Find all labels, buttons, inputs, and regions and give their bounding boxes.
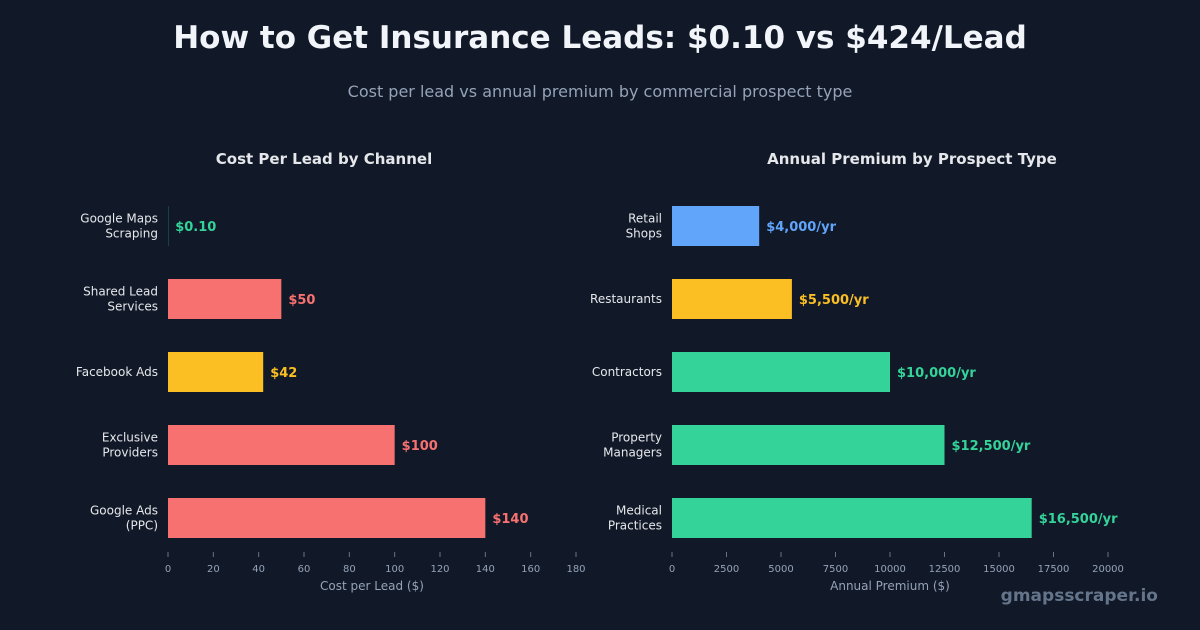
x-tick-label: 0 [669, 564, 675, 575]
page-title: How to Get Insurance Leads: $0.10 vs $42… [173, 20, 1027, 56]
x-tick-label: 7500 [823, 564, 848, 575]
data-label: $42 [270, 366, 297, 381]
data-label: $10,000/yr [897, 366, 976, 381]
data-label: $100 [402, 439, 438, 454]
category-label: Property Managers [603, 431, 662, 460]
x-tick-label: 12500 [929, 564, 961, 575]
category-label: Google Maps Scraping [80, 212, 158, 241]
annual-premium-chart: Annual Premium by Prospect Type Retail Sho… [590, 150, 1124, 593]
category-label: Shared Lead Services [83, 285, 158, 314]
category-label: Medical Practices [608, 504, 662, 533]
x-tick-label: 120 [430, 564, 449, 575]
bar [672, 206, 760, 246]
bar [168, 352, 264, 392]
data-label: $4,000/yr [766, 220, 836, 235]
page-subtitle: Cost per lead vs annual premium by comme… [347, 82, 853, 101]
x-axis-label: Annual Premium ($) [830, 579, 950, 593]
category-label: Contractors [592, 365, 662, 379]
x-tick-label: 80 [343, 564, 356, 575]
category-label: Restaurants [590, 292, 662, 306]
x-tick-label: 20 [207, 564, 220, 575]
bar [168, 425, 395, 465]
x-tick-label: 17500 [1038, 564, 1070, 575]
category-label: Facebook Ads [76, 365, 158, 379]
x-tick-label: 160 [521, 564, 540, 575]
bar [168, 279, 282, 319]
bar [168, 498, 486, 538]
category-label: Google Ads (PPC) [90, 504, 158, 533]
data-label: $50 [288, 293, 315, 308]
x-tick-label: 140 [476, 564, 495, 575]
bar [672, 352, 890, 392]
cost-per-lead-chart: Cost Per Lead by Channel Google Maps Scrap… [76, 150, 586, 593]
x-tick-label: 15000 [983, 564, 1015, 575]
data-label: $16,500/yr [1039, 512, 1118, 527]
category-label: Retail Shops [626, 212, 662, 241]
bar [672, 279, 792, 319]
x-tick-label: 5000 [768, 564, 793, 575]
x-tick-label: 100 [385, 564, 404, 575]
data-label: $5,500/yr [799, 293, 869, 308]
watermark: gmapsscraper.io [1000, 586, 1158, 606]
x-tick-label: 10000 [874, 564, 906, 575]
bar [672, 425, 945, 465]
data-label: $12,500/yr [952, 439, 1031, 454]
data-label: $140 [492, 512, 528, 527]
bar [672, 498, 1032, 538]
x-tick-label: 180 [566, 564, 585, 575]
x-tick-label: 2500 [714, 564, 739, 575]
data-label: $0.10 [175, 220, 216, 235]
x-tick-label: 0 [165, 564, 171, 575]
x-tick-label: 60 [298, 564, 311, 575]
x-tick-label: 40 [252, 564, 265, 575]
category-label: Exclusive Providers [102, 431, 158, 460]
chart-title: Cost Per Lead by Channel [216, 150, 432, 168]
x-axis-label: Cost per Lead ($) [320, 579, 424, 593]
x-tick-label: 20000 [1092, 564, 1124, 575]
chart-title: Annual Premium by Prospect Type [767, 150, 1057, 168]
